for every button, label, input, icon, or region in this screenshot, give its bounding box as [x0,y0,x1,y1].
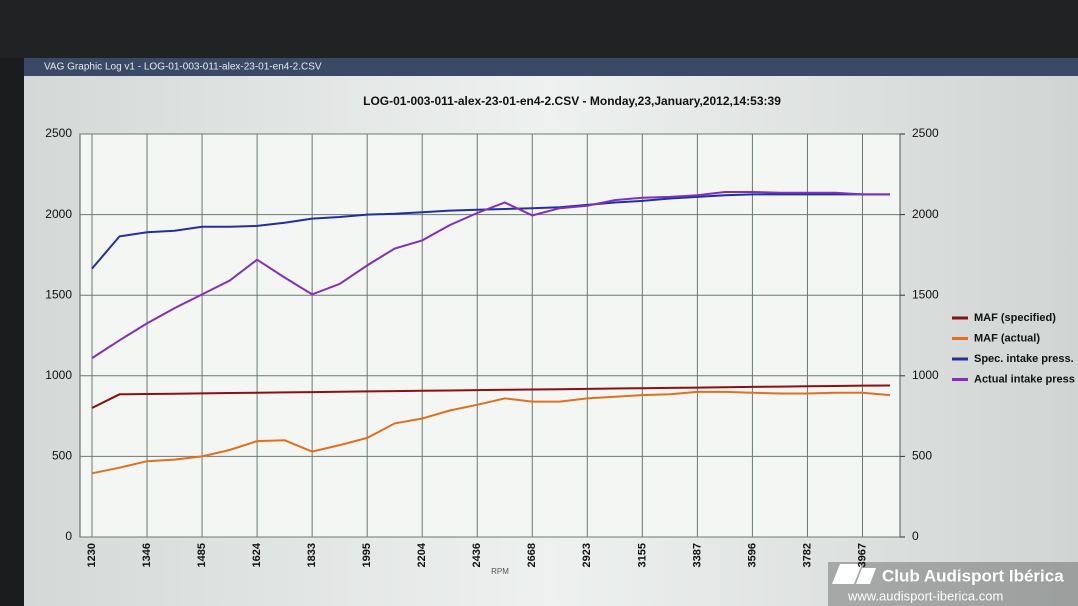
x-tick-label: 3967 [856,543,868,567]
y-tick-label: 1500 [45,287,72,301]
x-tick-label: 1833 [306,543,318,567]
y-tick-label: 500 [52,449,72,463]
y-tick-label: 0 [65,529,72,543]
legend-label: Spec. intake press. [974,353,1074,365]
y2-tick-label: 2500 [912,126,939,140]
chart-title: LOG-01-003-011-alex-23-01-en4-2.CSV - Mo… [363,94,781,108]
watermark-logo [832,564,876,584]
y2-tick-label: 2000 [912,207,939,221]
series-line [91,193,890,270]
y2-tick-label: 500 [912,449,932,463]
y2-tick-label: 0 [912,529,919,543]
y-tick-label: 2500 [45,126,72,140]
x-tick-label: 3782 [801,543,813,567]
legend-label: MAF (specified) [974,312,1056,324]
plot-area [79,133,901,538]
x-tick-label: 3387 [691,543,703,567]
x-tick-label: 1230 [86,543,98,567]
x-axis-label: RPM [491,567,509,576]
x-tick-label: 1346 [141,543,153,567]
series-line [91,384,891,409]
x-tick-label: 3596 [746,543,758,567]
x-tick-label: 1995 [361,543,373,567]
title-bar [24,58,1078,76]
x-tick-label: 2436 [471,543,483,567]
x-tick-label: 1624 [251,542,263,567]
y2-tick-label: 1000 [912,368,939,382]
watermark-url: www.audisport-iberica.com [847,588,1003,603]
series-line [91,191,890,359]
x-tick-label: 1485 [196,543,208,567]
x-tick-label: 2923 [581,543,593,567]
y-tick-label: 2000 [45,207,72,221]
legend-label: Actual intake press [974,373,1075,385]
watermark-brand: Club Audisport Ibérica [882,566,1064,585]
legend-label: MAF (actual) [974,332,1040,344]
y-tick-label: 1000 [45,368,72,382]
series-line [91,390,891,475]
x-tick-label: 2204 [416,542,428,567]
x-tick-label: 2668 [526,543,538,567]
y2-tick-label: 1500 [912,287,939,301]
x-tick-label: 3155 [636,543,648,567]
window-title: VAG Graphic Log v1 - LOG-01-003-011-alex… [44,62,322,73]
screen-bezel [0,0,1078,58]
